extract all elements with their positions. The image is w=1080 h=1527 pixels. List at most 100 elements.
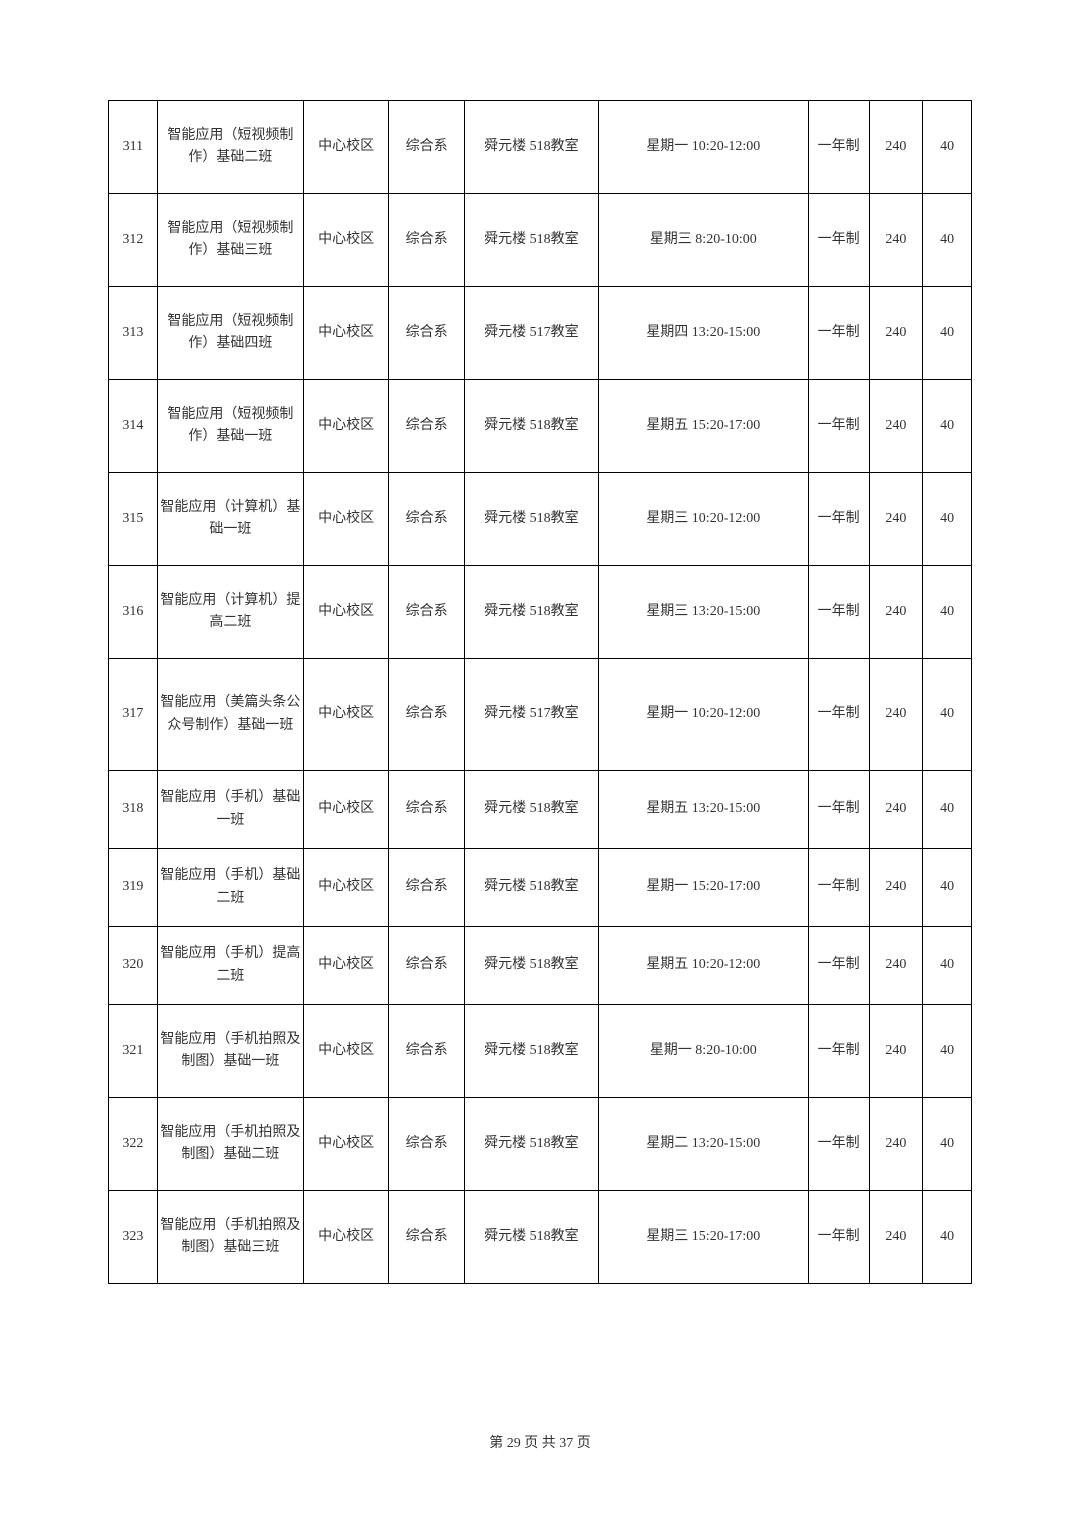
cell-room: 舜元楼 518教室 [464,566,598,659]
cell-room: 舜元楼 518教室 [464,927,598,1005]
cell-time: 星期一 8:20-10:00 [598,1005,808,1098]
cell-index: 323 [109,1191,158,1284]
table-row: 321智能应用（手机拍照及制图）基础一班中心校区综合系舜元楼 518教室星期一 … [109,1005,972,1098]
cell-fee: 240 [869,1098,923,1191]
cell-duration: 一年制 [808,287,869,380]
cell-index: 316 [109,566,158,659]
cell-duration: 一年制 [808,1191,869,1284]
cell-campus: 中心校区 [304,1005,389,1098]
table-row: 322智能应用（手机拍照及制图）基础二班中心校区综合系舜元楼 518教室星期二 … [109,1098,972,1191]
cell-course: 智能应用（短视频制作）基础二班 [157,101,303,194]
cell-course: 智能应用（计算机）提高二班 [157,566,303,659]
cell-course: 智能应用（手机）基础二班 [157,849,303,927]
cell-course: 智能应用（手机拍照及制图）基础一班 [157,1005,303,1098]
cell-time: 星期二 13:20-15:00 [598,1098,808,1191]
cell-room: 舜元楼 518教室 [464,194,598,287]
cell-fee: 240 [869,194,923,287]
cell-campus: 中心校区 [304,1191,389,1284]
cell-campus: 中心校区 [304,1098,389,1191]
cell-fee: 240 [869,1191,923,1284]
cell-duration: 一年制 [808,1098,869,1191]
cell-time: 星期四 13:20-15:00 [598,287,808,380]
table-row: 315智能应用（计算机）基础一班中心校区综合系舜元楼 518教室星期三 10:2… [109,473,972,566]
cell-time: 星期一 10:20-12:00 [598,101,808,194]
cell-room: 舜元楼 518教室 [464,473,598,566]
cell-campus: 中心校区 [304,287,389,380]
cell-campus: 中心校区 [304,771,389,849]
cell-time: 星期三 13:20-15:00 [598,566,808,659]
cell-campus: 中心校区 [304,380,389,473]
cell-dept: 综合系 [389,927,465,1005]
cell-dept: 综合系 [389,101,465,194]
cell-course: 智能应用（短视频制作）基础三班 [157,194,303,287]
cell-capacity: 40 [923,194,972,287]
cell-dept: 综合系 [389,659,465,771]
cell-duration: 一年制 [808,1005,869,1098]
cell-index: 317 [109,659,158,771]
cell-capacity: 40 [923,1098,972,1191]
cell-dept: 综合系 [389,1005,465,1098]
cell-room: 舜元楼 518教室 [464,380,598,473]
cell-time: 星期五 10:20-12:00 [598,927,808,1005]
cell-capacity: 40 [923,927,972,1005]
cell-index: 314 [109,380,158,473]
cell-fee: 240 [869,849,923,927]
cell-dept: 综合系 [389,1098,465,1191]
cell-capacity: 40 [923,287,972,380]
table-row: 320智能应用（手机）提高二班中心校区综合系舜元楼 518教室星期五 10:20… [109,927,972,1005]
cell-campus: 中心校区 [304,473,389,566]
cell-course: 智能应用（美篇头条公众号制作）基础一班 [157,659,303,771]
table-row: 318智能应用（手机）基础一班中心校区综合系舜元楼 518教室星期五 13:20… [109,771,972,849]
cell-capacity: 40 [923,566,972,659]
cell-time: 星期三 10:20-12:00 [598,473,808,566]
cell-duration: 一年制 [808,473,869,566]
cell-index: 321 [109,1005,158,1098]
table-row: 311智能应用（短视频制作）基础二班中心校区综合系舜元楼 518教室星期一 10… [109,101,972,194]
cell-duration: 一年制 [808,927,869,1005]
cell-capacity: 40 [923,380,972,473]
cell-time: 星期五 13:20-15:00 [598,771,808,849]
cell-course: 智能应用（手机）基础一班 [157,771,303,849]
cell-fee: 240 [869,771,923,849]
cell-room: 舜元楼 517教室 [464,659,598,771]
page-footer: 第 29 页 共 37 页 [0,1432,1080,1452]
cell-dept: 综合系 [389,473,465,566]
cell-course: 智能应用（手机拍照及制图）基础三班 [157,1191,303,1284]
table-row: 312智能应用（短视频制作）基础三班中心校区综合系舜元楼 518教室星期三 8:… [109,194,972,287]
cell-campus: 中心校区 [304,566,389,659]
cell-time: 星期三 15:20-17:00 [598,1191,808,1284]
cell-time: 星期五 15:20-17:00 [598,380,808,473]
table-body: 311智能应用（短视频制作）基础二班中心校区综合系舜元楼 518教室星期一 10… [109,101,972,1284]
cell-capacity: 40 [923,1005,972,1098]
schedule-table: 311智能应用（短视频制作）基础二班中心校区综合系舜元楼 518教室星期一 10… [108,100,972,1284]
cell-room: 舜元楼 518教室 [464,849,598,927]
cell-index: 320 [109,927,158,1005]
cell-index: 313 [109,287,158,380]
cell-duration: 一年制 [808,194,869,287]
cell-fee: 240 [869,566,923,659]
cell-fee: 240 [869,101,923,194]
table-row: 314智能应用（短视频制作）基础一班中心校区综合系舜元楼 518教室星期五 15… [109,380,972,473]
cell-fee: 240 [869,380,923,473]
cell-room: 舜元楼 517教室 [464,287,598,380]
cell-index: 322 [109,1098,158,1191]
cell-room: 舜元楼 518教室 [464,101,598,194]
cell-campus: 中心校区 [304,849,389,927]
table-row: 316智能应用（计算机）提高二班中心校区综合系舜元楼 518教室星期三 13:2… [109,566,972,659]
cell-duration: 一年制 [808,659,869,771]
cell-fee: 240 [869,659,923,771]
cell-dept: 综合系 [389,1191,465,1284]
cell-capacity: 40 [923,1191,972,1284]
table-row: 313智能应用（短视频制作）基础四班中心校区综合系舜元楼 517教室星期四 13… [109,287,972,380]
cell-course: 智能应用（短视频制作）基础一班 [157,380,303,473]
cell-campus: 中心校区 [304,659,389,771]
cell-duration: 一年制 [808,566,869,659]
cell-index: 315 [109,473,158,566]
cell-dept: 综合系 [389,287,465,380]
cell-room: 舜元楼 518教室 [464,1005,598,1098]
cell-capacity: 40 [923,101,972,194]
cell-duration: 一年制 [808,380,869,473]
cell-dept: 综合系 [389,380,465,473]
cell-room: 舜元楼 518教室 [464,1098,598,1191]
cell-capacity: 40 [923,771,972,849]
